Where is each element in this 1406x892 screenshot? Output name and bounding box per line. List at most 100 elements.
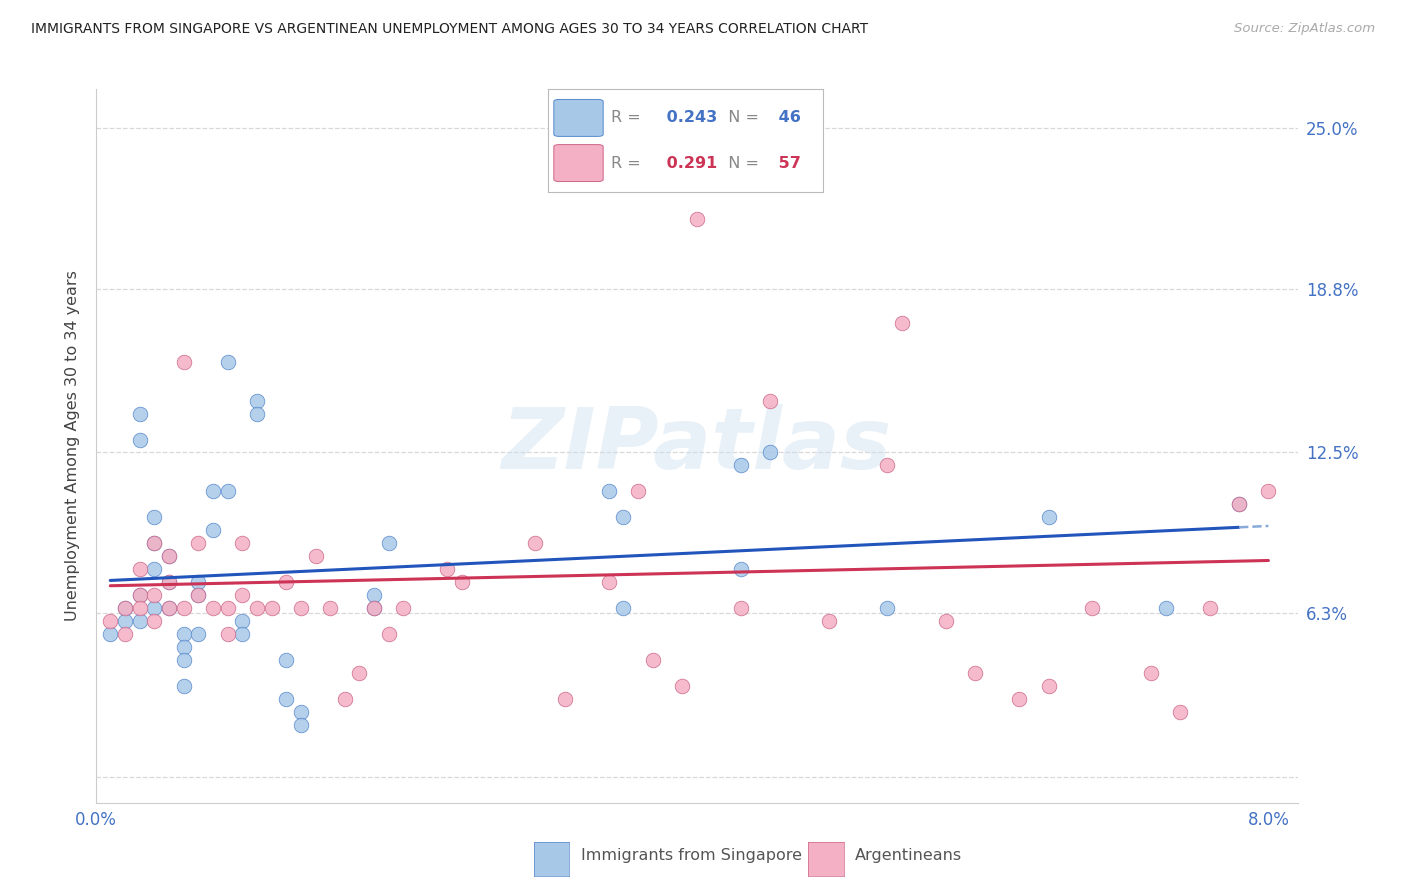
Point <box>246 393 269 408</box>
Point <box>876 458 898 473</box>
Point <box>554 692 576 706</box>
Point <box>128 562 150 576</box>
Point <box>378 627 401 641</box>
Point <box>817 614 839 628</box>
Text: Source: ZipAtlas.com: Source: ZipAtlas.com <box>1234 22 1375 36</box>
Text: Immigrants from Singapore: Immigrants from Singapore <box>581 848 801 863</box>
Point <box>173 679 195 693</box>
Text: R =: R = <box>612 111 641 126</box>
Point <box>598 575 620 590</box>
Text: 0.243: 0.243 <box>661 111 717 126</box>
Point <box>173 601 195 615</box>
Point <box>1198 601 1220 615</box>
Point <box>128 588 150 602</box>
Point <box>686 211 709 226</box>
Point <box>217 601 239 615</box>
Point <box>246 601 269 615</box>
Point <box>730 562 752 576</box>
Point <box>363 601 385 615</box>
Point <box>290 601 312 615</box>
Point <box>363 588 385 602</box>
Point <box>598 484 620 499</box>
Point <box>143 536 166 550</box>
Point <box>217 484 239 499</box>
Point <box>1227 497 1250 511</box>
Point <box>290 705 312 719</box>
Point <box>157 549 180 564</box>
Point <box>876 601 898 615</box>
Point <box>1081 601 1104 615</box>
FancyBboxPatch shape <box>554 145 603 181</box>
Point <box>319 601 342 615</box>
Point <box>187 588 209 602</box>
Point <box>363 601 385 615</box>
Point <box>290 718 312 732</box>
Text: IMMIGRANTS FROM SINGAPORE VS ARGENTINEAN UNEMPLOYMENT AMONG AGES 30 TO 34 YEARS : IMMIGRANTS FROM SINGAPORE VS ARGENTINEAN… <box>31 22 868 37</box>
Point <box>187 536 209 550</box>
Point <box>231 536 253 550</box>
Text: ZIPatlas: ZIPatlas <box>502 404 891 488</box>
Point <box>128 614 150 628</box>
Point <box>349 666 371 681</box>
Point <box>157 601 180 615</box>
Point <box>217 627 239 641</box>
Text: 0.291: 0.291 <box>661 155 717 170</box>
Point <box>612 601 634 615</box>
Point <box>201 524 224 538</box>
Point <box>217 354 239 368</box>
Point <box>1038 510 1060 524</box>
Point <box>157 601 180 615</box>
Text: 57: 57 <box>773 155 801 170</box>
Point <box>1170 705 1192 719</box>
Point <box>187 588 209 602</box>
Point <box>231 627 253 641</box>
Point <box>436 562 458 576</box>
Point <box>143 614 166 628</box>
Point <box>276 692 298 706</box>
Point <box>187 627 209 641</box>
Point <box>759 445 782 459</box>
Point <box>524 536 547 550</box>
Point <box>612 510 634 524</box>
Point <box>965 666 987 681</box>
Point <box>276 653 298 667</box>
Point <box>143 588 166 602</box>
Point <box>143 562 166 576</box>
Point <box>1140 666 1163 681</box>
Point <box>1008 692 1031 706</box>
Point <box>187 575 209 590</box>
Point <box>276 575 298 590</box>
Text: R =: R = <box>612 155 641 170</box>
Point <box>759 393 782 408</box>
Point <box>128 601 150 615</box>
Point <box>128 407 150 421</box>
Point <box>890 316 912 330</box>
Point <box>1257 484 1279 499</box>
Text: Argentineans: Argentineans <box>855 848 962 863</box>
Point <box>143 536 166 550</box>
Point <box>641 653 664 667</box>
Point <box>98 627 121 641</box>
Point <box>671 679 693 693</box>
Point <box>1038 679 1060 693</box>
Point <box>260 601 283 615</box>
Point <box>378 536 401 550</box>
Point <box>157 575 180 590</box>
Point <box>157 575 180 590</box>
Point <box>304 549 326 564</box>
Point <box>157 549 180 564</box>
Point <box>700 134 723 148</box>
Point <box>1154 601 1177 615</box>
Point <box>627 484 650 499</box>
Point <box>231 614 253 628</box>
Point <box>173 627 195 641</box>
Point <box>128 433 150 447</box>
Point <box>201 601 224 615</box>
Point <box>1227 497 1250 511</box>
Point <box>730 601 752 615</box>
Point <box>114 601 136 615</box>
Y-axis label: Unemployment Among Ages 30 to 34 years: Unemployment Among Ages 30 to 34 years <box>65 270 80 622</box>
Point <box>392 601 415 615</box>
Point <box>114 601 136 615</box>
Point <box>730 458 752 473</box>
